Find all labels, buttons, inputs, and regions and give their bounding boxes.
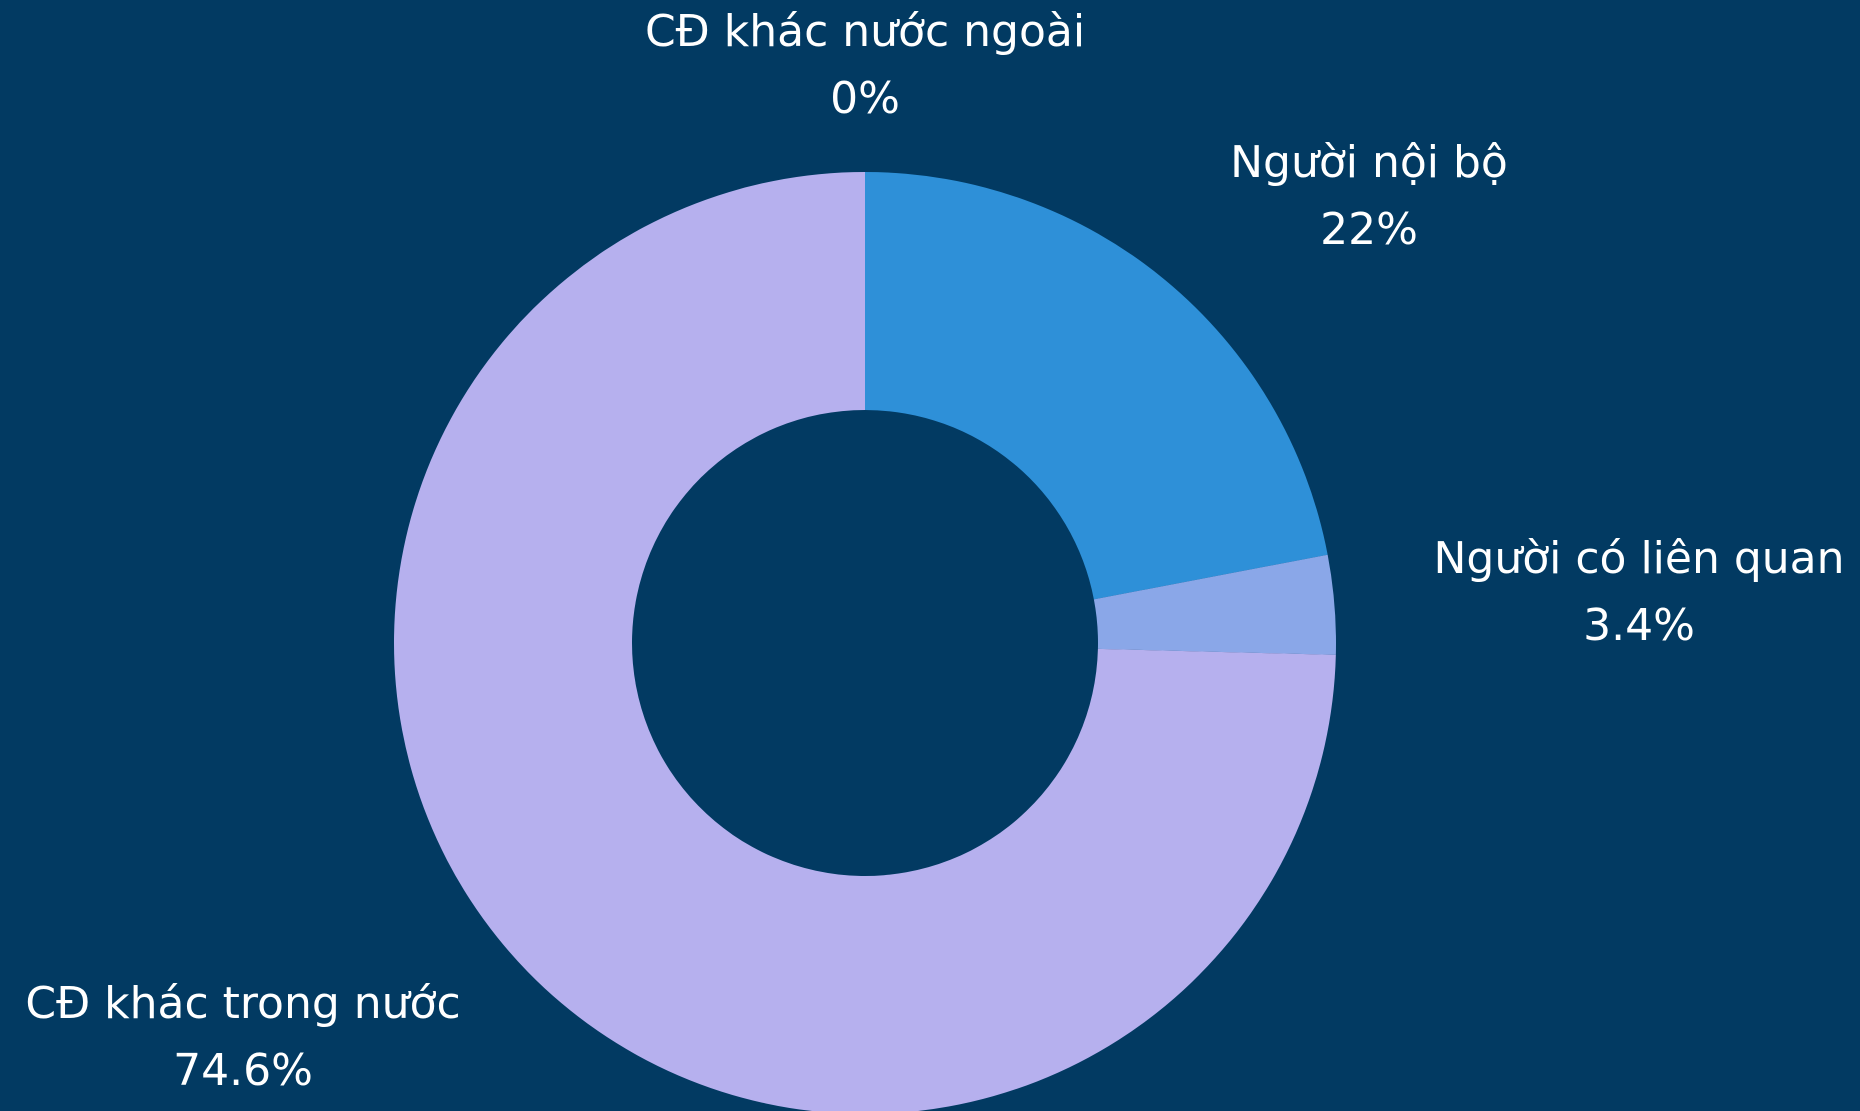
slice-nguoi-co-lien-quan [1093, 554, 1336, 655]
slice-label-cd-khac-nuoc-ngoai: CĐ khác nước ngoài [645, 6, 1085, 57]
slice-label-cd-khac-trong-nuoc: CĐ khác trong nước [25, 978, 460, 1029]
slice-value-cd-khac-trong-nuoc: 74.6% [173, 1045, 313, 1096]
slice-nguoi-noi-bo [865, 172, 1328, 600]
slice-label-nguoi-noi-bo: Người nội bộ [1230, 137, 1508, 188]
slice-cd-khac-trong-nuoc [394, 172, 1336, 1111]
slices-layer [394, 172, 1336, 1111]
slice-value-nguoi-noi-bo: 22% [1320, 204, 1418, 255]
slice-value-nguoi-co-lien-quan: 3.4% [1583, 600, 1695, 651]
labels-layer: Người nội bộ 22% Người có liên quan 3.4% CĐ … [25, 6, 1844, 1096]
slice-label-nguoi-co-lien-quan: Người có liên quan [1433, 533, 1844, 584]
slice-value-cd-khac-nuoc-ngoai: 0% [830, 73, 900, 124]
